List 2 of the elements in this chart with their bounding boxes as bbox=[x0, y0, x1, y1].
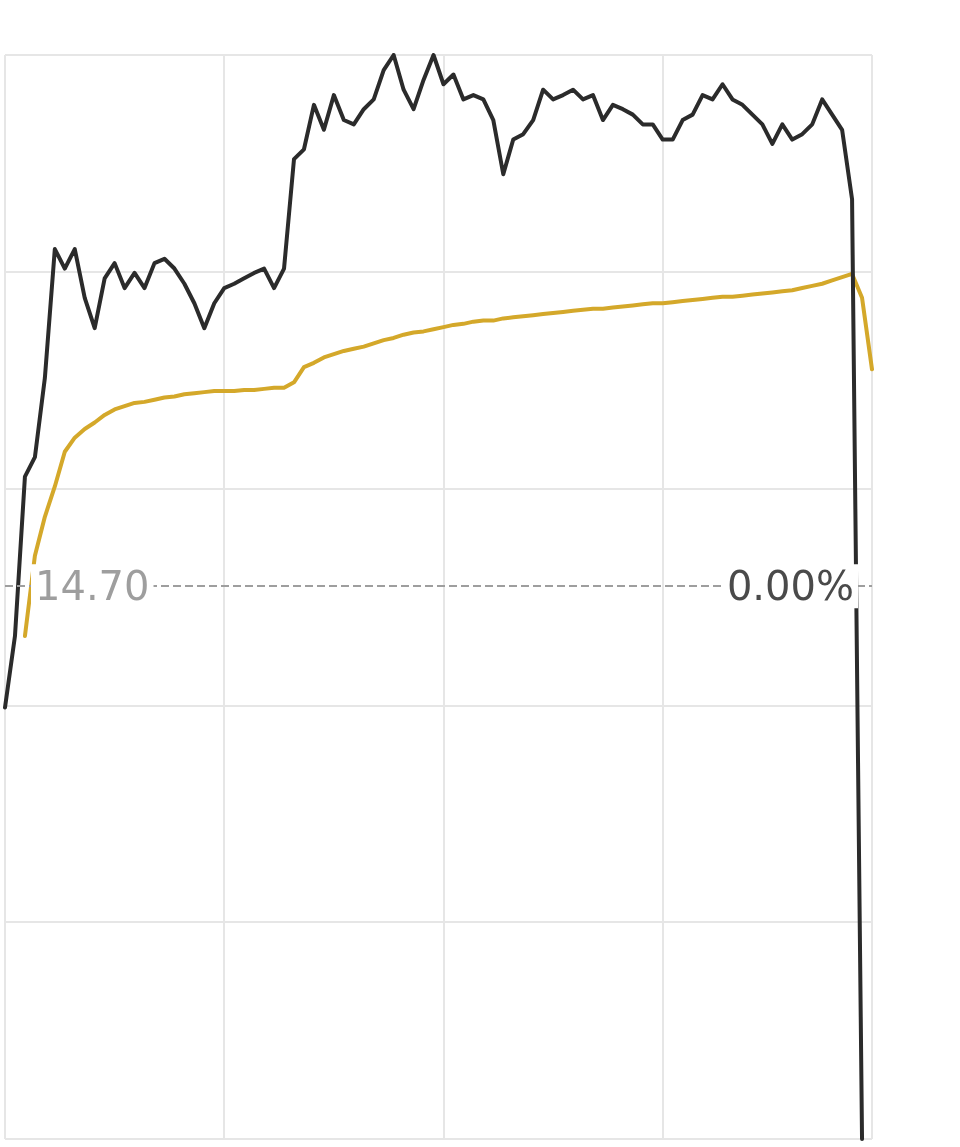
annotation: 14.70 bbox=[35, 563, 150, 610]
annotation: 0.00% bbox=[726, 563, 854, 610]
